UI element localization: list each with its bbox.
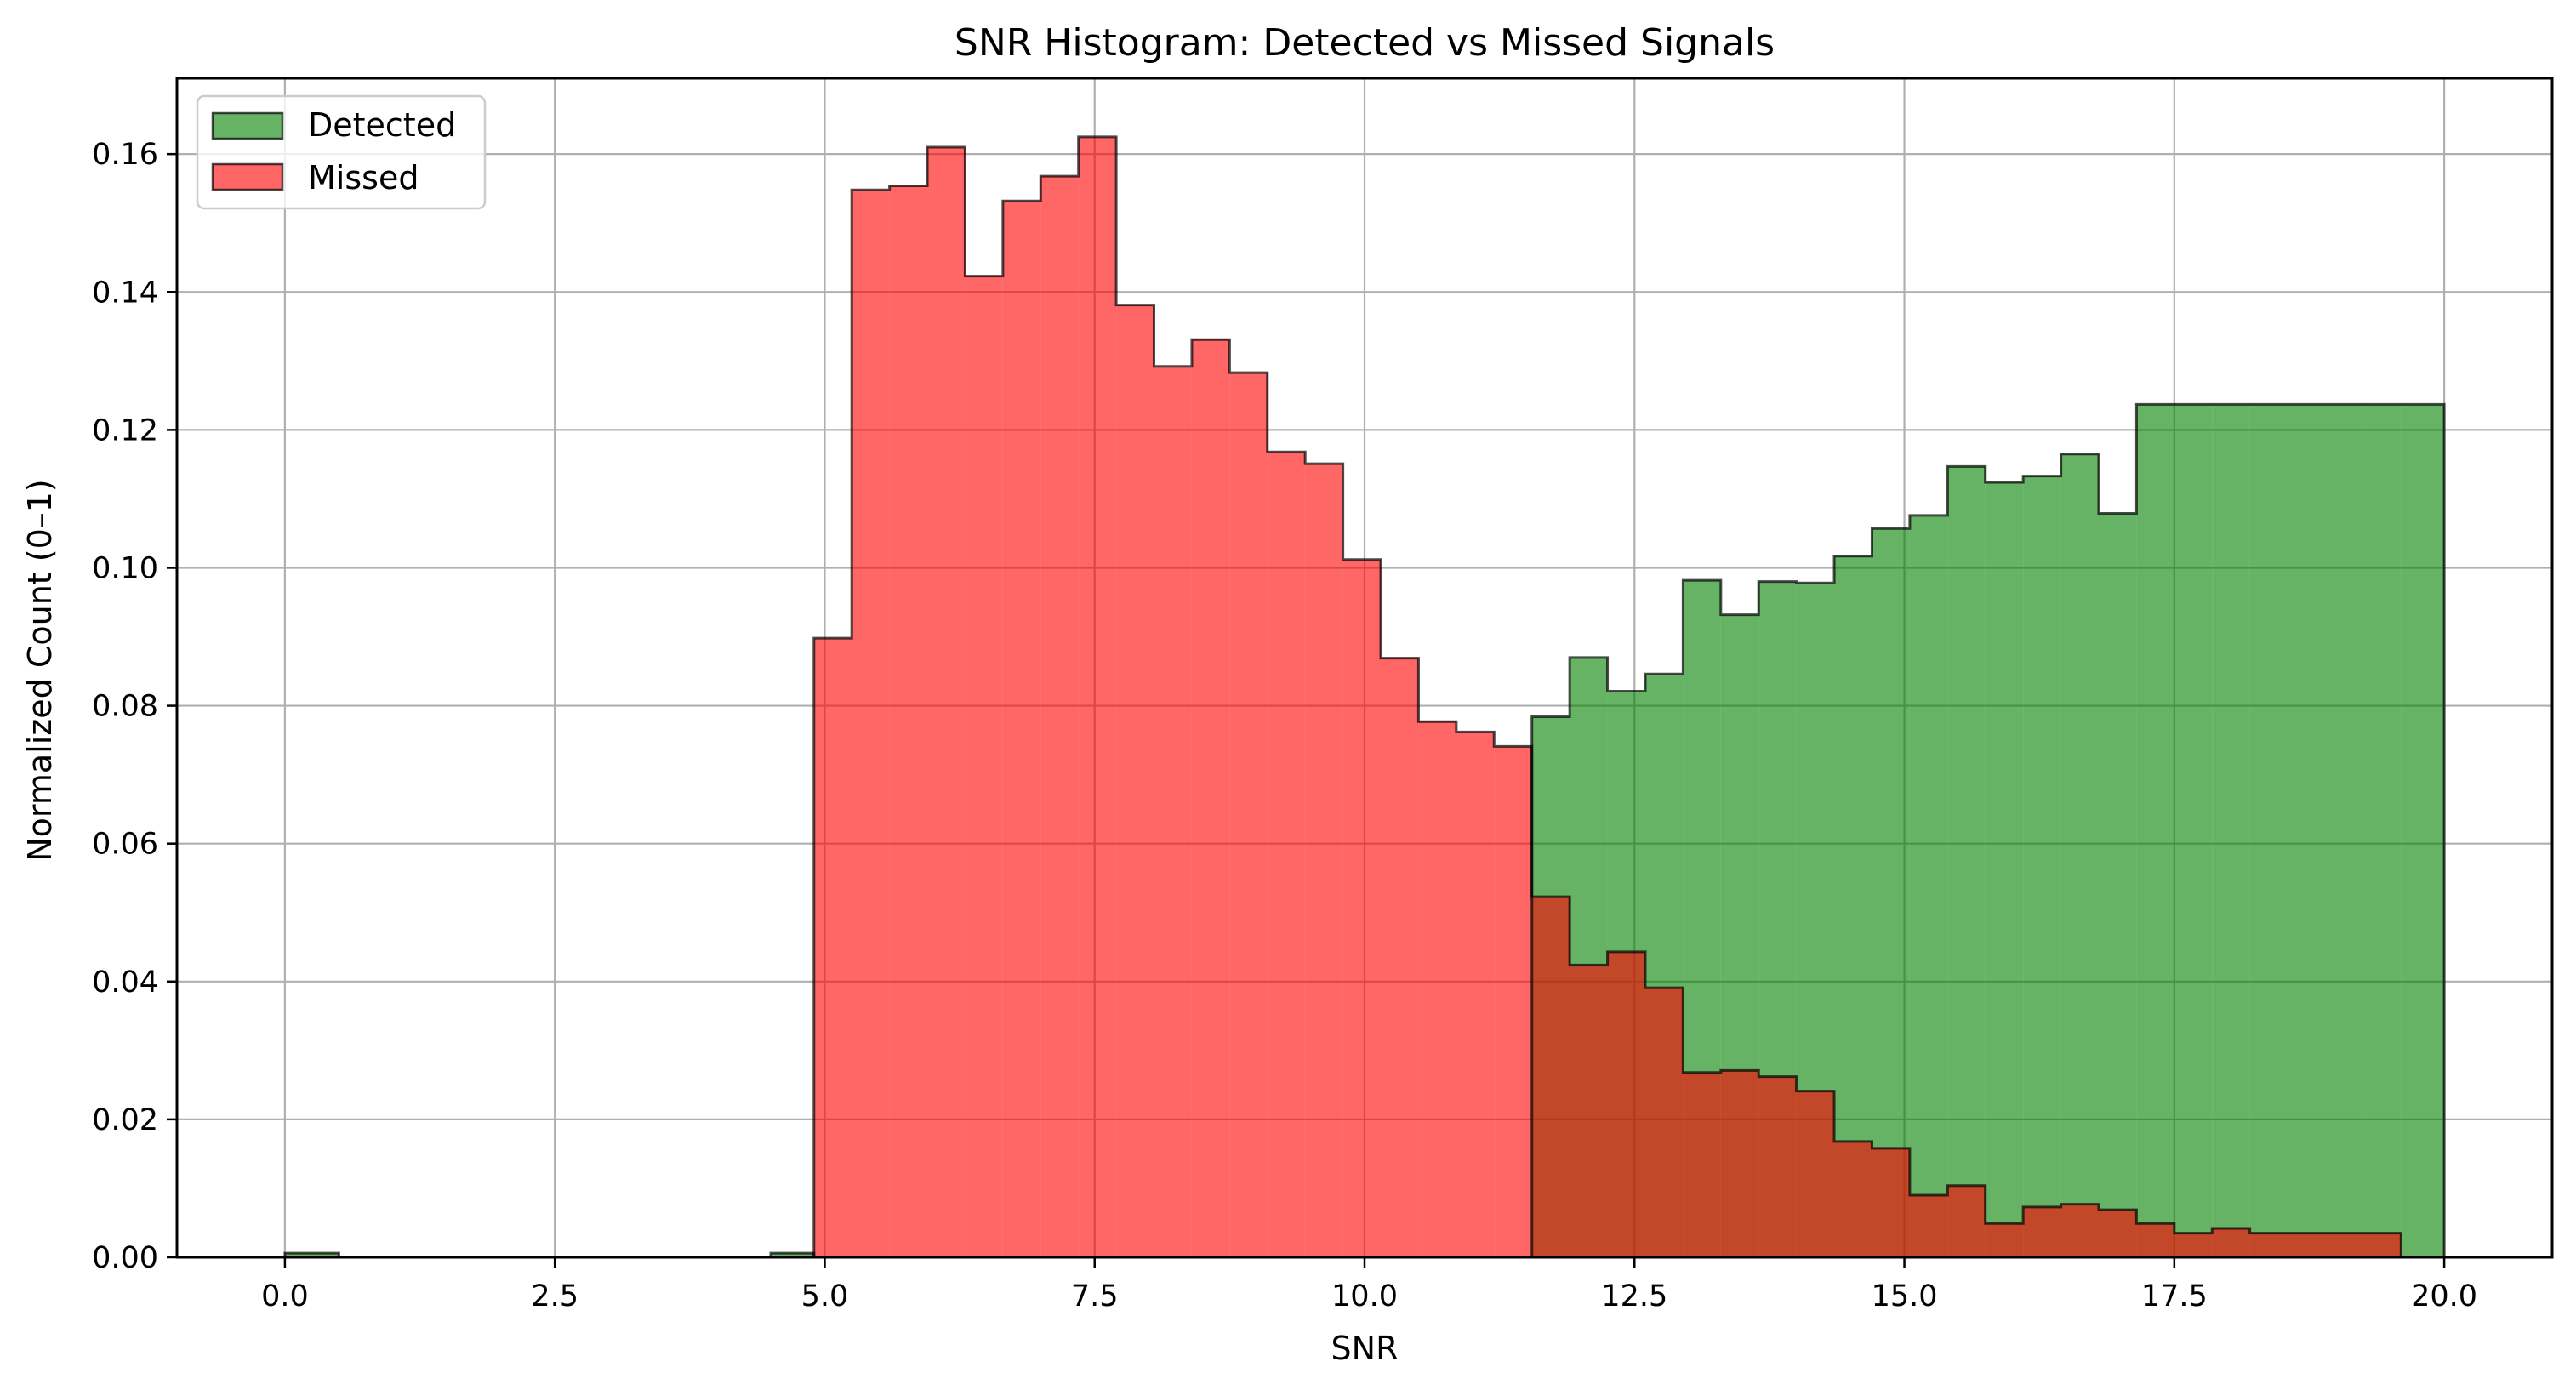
bar-detected <box>284 1253 339 1257</box>
x-axis-ticks: 0.0 2.5 5.0 7.5 10.0 12.5 15.0 17.5 20.0 <box>261 1257 2477 1313</box>
bar-missed <box>2023 1206 2061 1257</box>
bar-detected <box>1909 515 1948 1257</box>
bar-missed <box>1985 1223 2024 1257</box>
bar-missed <box>965 276 1003 1257</box>
bar-missed <box>2362 1233 2402 1257</box>
plot-area <box>175 77 2554 1259</box>
bar-missed <box>1683 1072 1721 1257</box>
bar-detected <box>2362 404 2402 1258</box>
x-tick-label: 10.0 <box>1331 1279 1398 1313</box>
bar-missed <box>1116 305 1154 1258</box>
bar-detected <box>2060 453 2099 1257</box>
y-tick-label: 0.12 <box>92 413 158 447</box>
bar-missed <box>1305 464 1343 1257</box>
bar-missed <box>1607 951 1645 1257</box>
y-tick-label: 0.16 <box>92 138 158 172</box>
bar-missed <box>1531 897 1570 1257</box>
y-tick-label: 0.02 <box>92 1103 158 1137</box>
bar-missed <box>1494 746 1532 1257</box>
y-tick-label: 0.04 <box>92 966 158 1000</box>
bar-detected <box>2098 513 2137 1257</box>
bar-missed <box>2098 1210 2137 1257</box>
x-tick-label: 17.5 <box>2141 1279 2208 1313</box>
bar-missed <box>852 190 890 1257</box>
bar-detected <box>2249 404 2288 1258</box>
bar-detected <box>2401 404 2445 1258</box>
bar-detected <box>1985 481 2024 1257</box>
y-axis-label: Normalized Count (0–1) <box>21 479 59 862</box>
series-missed <box>813 136 2402 1258</box>
bar-missed <box>1381 658 1419 1257</box>
bar-missed <box>1229 373 1268 1257</box>
bar-missed <box>889 185 928 1257</box>
series-detected <box>284 404 2445 1258</box>
bar-missed <box>1191 339 1230 1258</box>
bar-missed <box>2212 1228 2250 1257</box>
bar-outlines <box>283 135 2446 1259</box>
bar-missed <box>2288 1233 2326 1257</box>
y-tick-label: 0.08 <box>92 690 158 724</box>
bar-missed <box>2325 1233 2363 1257</box>
x-tick-label: 5.0 <box>801 1279 849 1313</box>
y-tick-label: 0.06 <box>92 828 158 862</box>
bar-detected <box>2288 404 2326 1258</box>
bar-missed <box>1644 988 1684 1257</box>
legend-label-detected: Detected <box>308 106 456 144</box>
x-tick-label: 2.5 <box>531 1279 578 1313</box>
chart-title: SNR Histogram: Detected vs Missed Signal… <box>955 21 1775 65</box>
x-tick-label: 7.5 <box>1071 1279 1119 1313</box>
bar-detected <box>2212 404 2250 1258</box>
x-tick-label: 15.0 <box>1872 1279 1938 1313</box>
bar-missed <box>1796 1091 1835 1257</box>
bar-missed <box>1758 1076 1797 1257</box>
bar-detected <box>2325 404 2363 1258</box>
bar-missed <box>1909 1195 1948 1257</box>
bar-missed <box>1720 1070 1759 1257</box>
legend-label-missed: Missed <box>308 159 419 197</box>
bar-missed <box>1154 366 1192 1257</box>
bar-missed <box>1872 1148 1910 1257</box>
bar-missed <box>1040 176 1079 1258</box>
y-axis-ticks: 0.00 0.02 0.04 0.06 0.08 0.10 0.12 0.14 0.16 <box>92 138 177 1275</box>
bar-missed <box>1267 452 1306 1257</box>
bar-missed <box>2174 1233 2213 1257</box>
bar-missed <box>2136 1223 2174 1257</box>
x-tick-label: 0.0 <box>261 1279 309 1313</box>
bar-detected <box>1947 466 1986 1257</box>
bar-missed <box>1002 201 1041 1257</box>
legend-swatch-missed <box>211 162 284 191</box>
bar-missed <box>813 638 852 1257</box>
bar-missed <box>2249 1233 2288 1257</box>
x-tick-label: 12.5 <box>1601 1279 1667 1313</box>
bar-detected <box>2136 404 2174 1258</box>
bar-missed <box>1418 721 1456 1257</box>
bar-missed <box>2060 1204 2099 1257</box>
y-tick-label: 0.10 <box>92 551 158 585</box>
outline-detected <box>283 402 2446 1259</box>
y-tick-label: 0.14 <box>92 276 158 310</box>
x-axis-label: SNR <box>1331 1330 1399 1367</box>
outline-missed <box>812 135 2402 1257</box>
bar-missed <box>1570 965 1608 1257</box>
legend-swatch-detected <box>211 111 284 140</box>
x-tick-label: 20.0 <box>2411 1279 2477 1313</box>
legend: Detected Missed <box>196 94 487 210</box>
bar-missed <box>1947 1185 1986 1257</box>
y-tick-label: 0.00 <box>92 1241 158 1275</box>
bar-missed <box>1078 136 1117 1257</box>
bar-detected <box>2174 404 2213 1258</box>
bar-missed <box>1834 1141 1872 1257</box>
bar-detected <box>1872 528 1910 1257</box>
bar-missed <box>1342 559 1382 1257</box>
bar-missed <box>1456 732 1495 1257</box>
bar-detected <box>771 1253 814 1257</box>
bar-detected <box>2023 476 2061 1257</box>
bar-missed <box>927 147 966 1258</box>
